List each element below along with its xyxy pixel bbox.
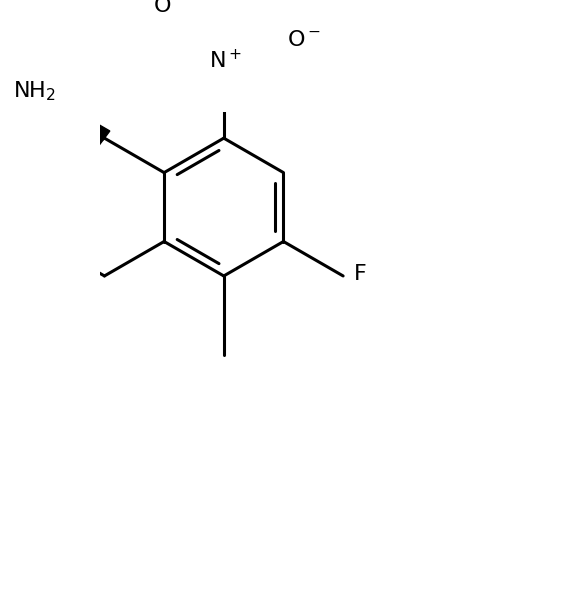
Text: O: O — [154, 0, 171, 15]
Polygon shape — [45, 94, 110, 145]
Text: F: F — [353, 264, 366, 284]
Text: N$^+$: N$^+$ — [209, 49, 242, 72]
Text: NH$_2$: NH$_2$ — [13, 80, 56, 103]
Text: O$^-$: O$^-$ — [287, 30, 321, 50]
